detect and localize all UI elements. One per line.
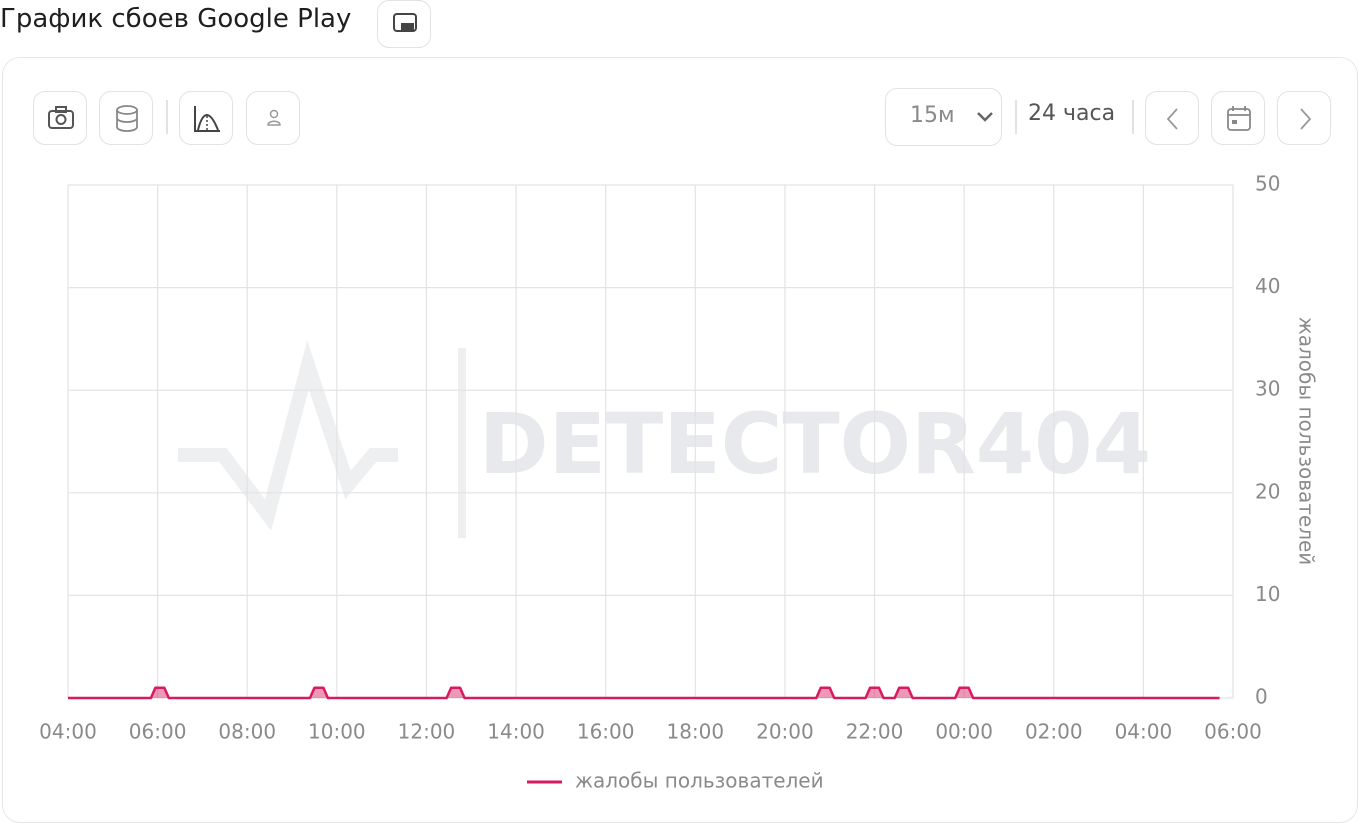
next-button[interactable] <box>1277 91 1331 145</box>
fullscreen-button[interactable] <box>377 0 431 48</box>
y-tick-label: 10 <box>1255 582 1280 606</box>
watermark: DETECTOR404 <box>479 395 1151 493</box>
interval-value: 15м <box>910 103 955 128</box>
series-area <box>68 687 1220 698</box>
x-tick-label: 20:00 <box>756 720 814 744</box>
x-tick-label: 04:00 <box>39 720 97 744</box>
x-tick-label: 04:00 <box>1115 720 1173 744</box>
range-label[interactable]: 24 часа <box>1028 101 1116 126</box>
chart-card <box>2 57 1358 823</box>
x-tick-label: 06:00 <box>129 720 187 744</box>
interval-select[interactable]: 15м <box>885 88 1002 146</box>
x-tick-label: 06:00 <box>1204 720 1262 744</box>
x-tick-label: 08:00 <box>218 720 276 744</box>
y-axis-title: жалобы пользователей <box>1295 317 1319 566</box>
calendar-button[interactable] <box>1211 91 1265 145</box>
x-tick-label: 12:00 <box>398 720 456 744</box>
divider <box>1015 100 1017 134</box>
watermark-logo <box>178 340 466 538</box>
y-tick-label: 40 <box>1255 274 1280 298</box>
screenshot-button[interactable] <box>33 91 87 145</box>
x-tick-label: 10:00 <box>308 720 366 744</box>
divider <box>1132 100 1134 134</box>
divider <box>166 100 168 134</box>
series-line <box>68 686 1220 700</box>
x-tick-label: 22:00 <box>846 720 904 744</box>
legend-label: жалобы пользователей <box>575 769 824 793</box>
chart-type-button[interactable] <box>179 91 233 145</box>
y-tick-label: 0 <box>1255 685 1268 709</box>
x-tick-label: 00:00 <box>935 720 993 744</box>
x-tick-label: 02:00 <box>1025 720 1083 744</box>
x-tick-label: 18:00 <box>666 720 724 744</box>
page-title: График сбоев Google Play <box>0 4 352 34</box>
prev-button[interactable] <box>1145 91 1199 145</box>
x-tick-label: 16:00 <box>577 720 635 744</box>
y-tick-label: 20 <box>1255 479 1280 503</box>
y-tick-label: 30 <box>1255 377 1280 401</box>
y-tick-label: 50 <box>1255 172 1280 196</box>
user-button[interactable] <box>246 91 300 145</box>
data-button[interactable] <box>99 91 153 145</box>
x-tick-label: 14:00 <box>487 720 545 744</box>
